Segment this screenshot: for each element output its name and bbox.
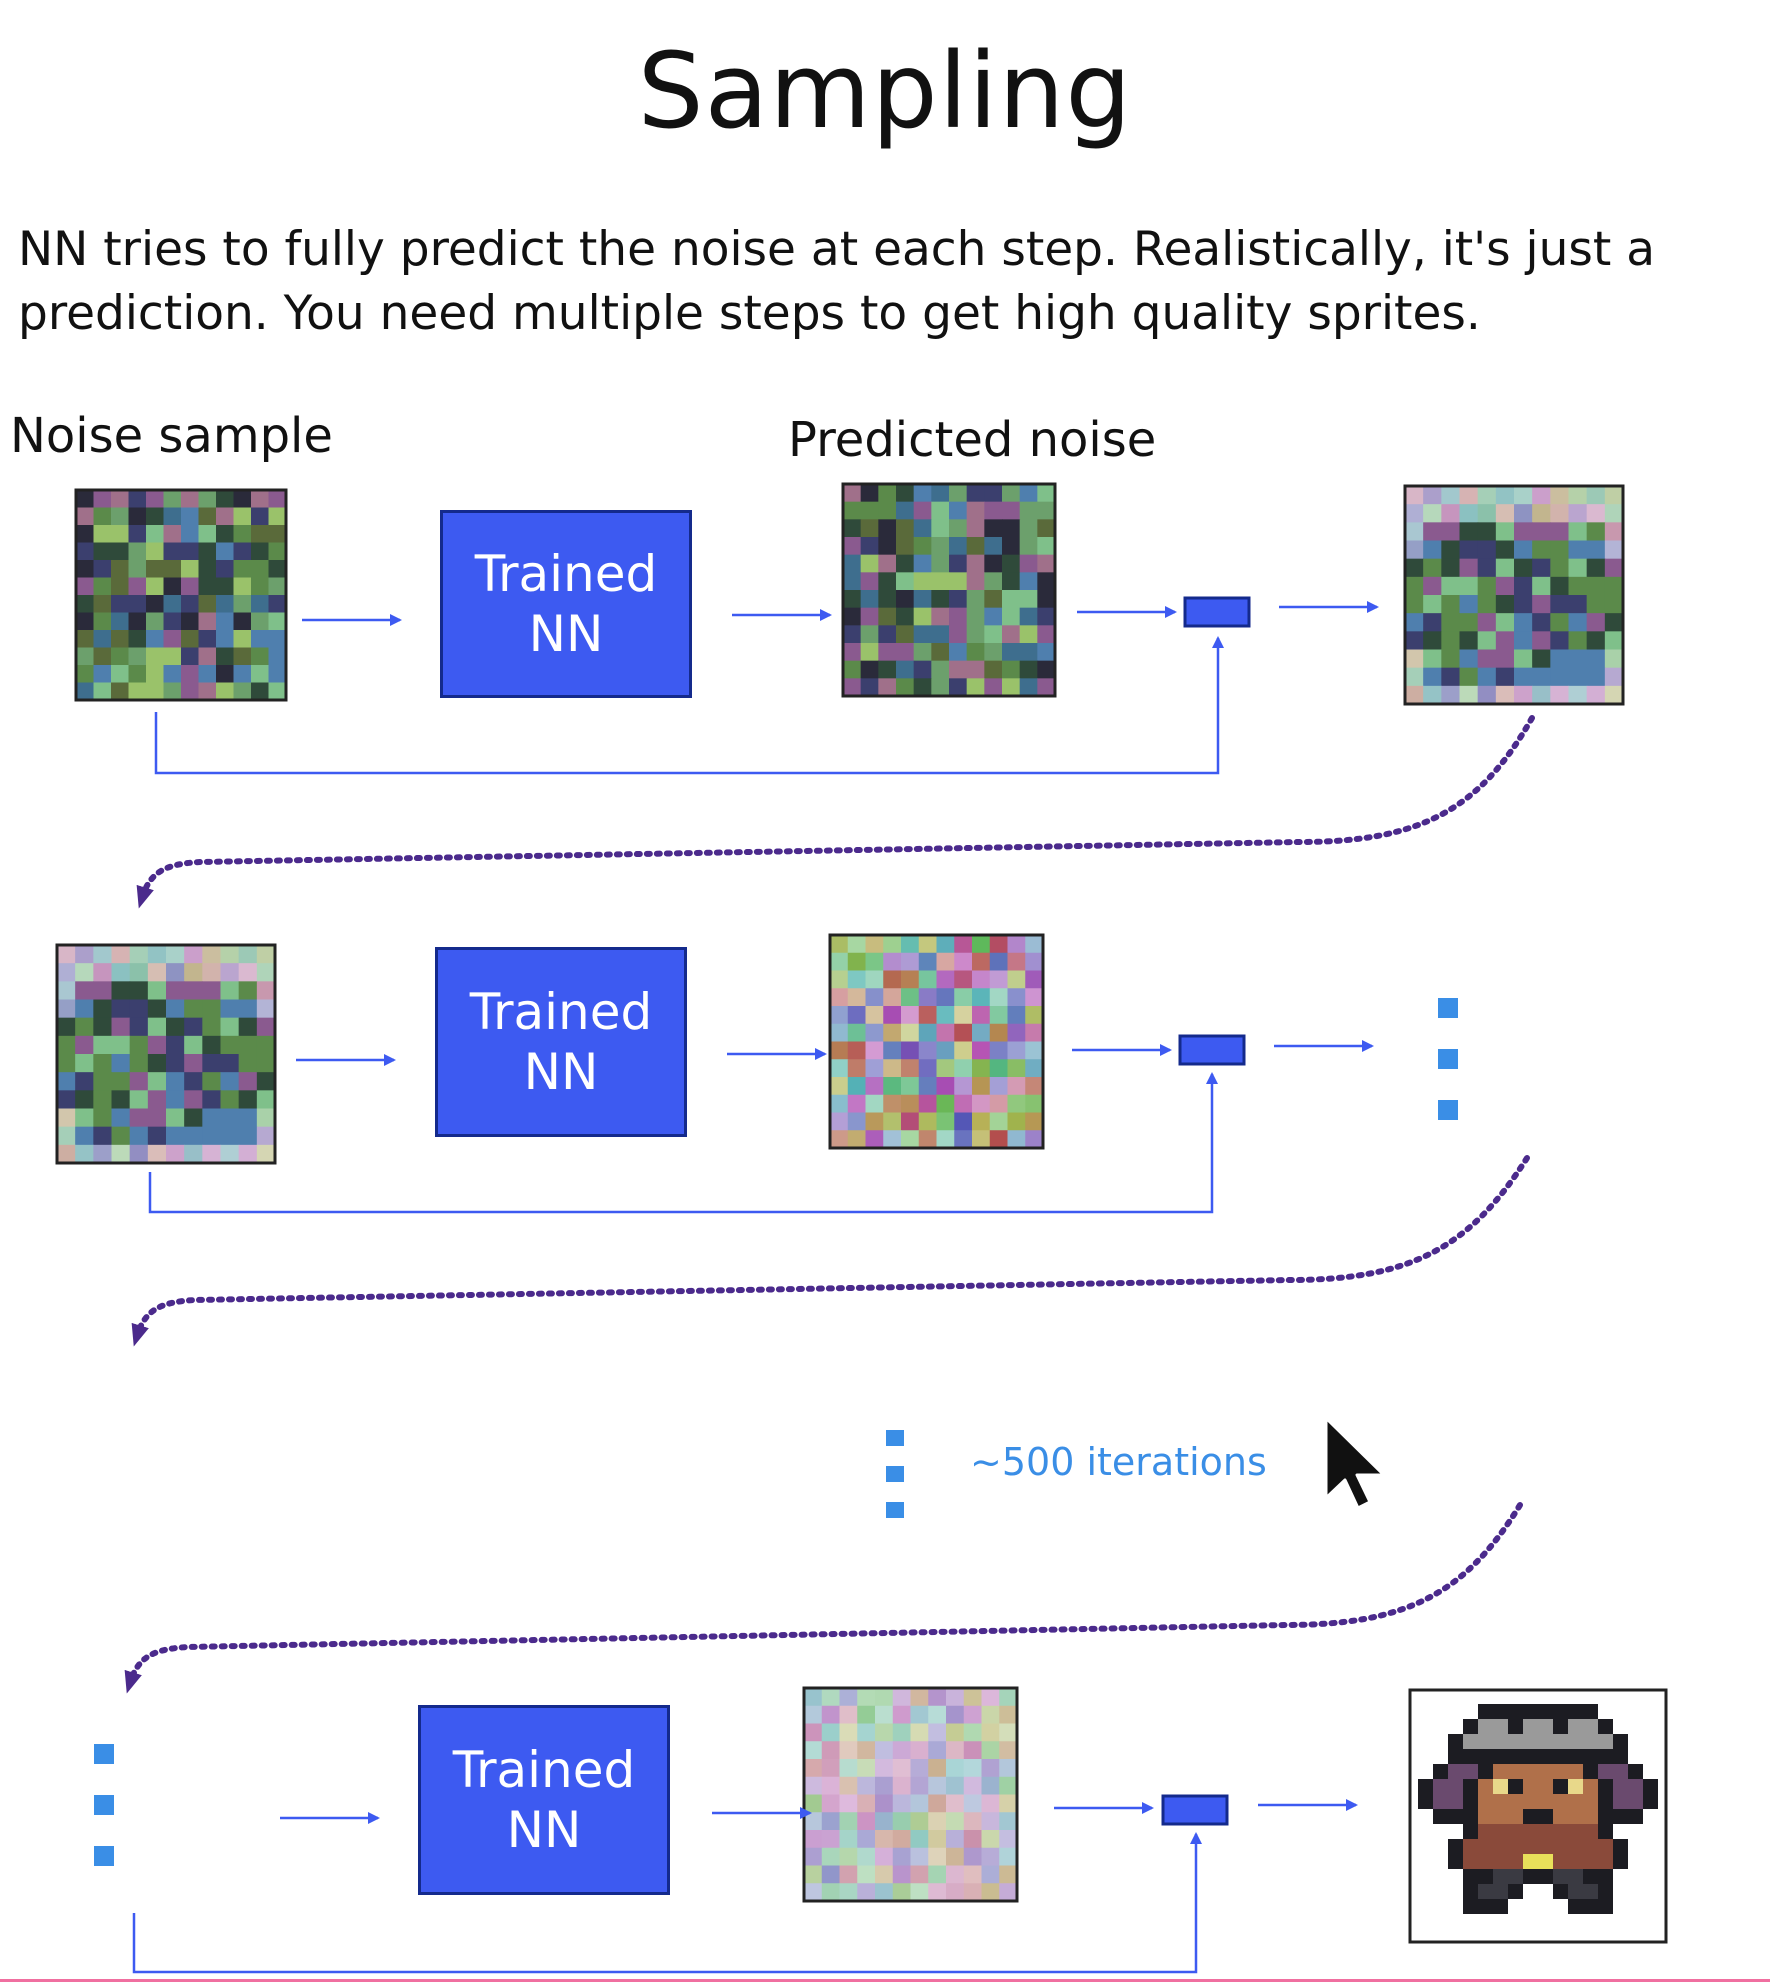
skip-connection-arrow-2 [148,1072,1218,1214]
predicted-noise-label: Predicted noise [788,412,1157,468]
mouse-cursor-icon [1324,1416,1386,1510]
trained-nn-block-3: Trained NN [418,1705,670,1895]
subtract-block-3 [1161,1794,1229,1826]
nn-label-line-2: NN [506,1801,582,1859]
dotted-curve-arrow-icon [136,715,1535,909]
noise-sample-label: Noise sample [10,408,333,464]
subtract-block-1 [1183,596,1251,628]
ellipsis-vertical-icon [886,1430,904,1518]
bottom-rule [0,1979,1770,1982]
nn-label-line-2: NN [523,1043,599,1101]
final-sprite-image [1408,1688,1668,1944]
trained-nn-block-2: Trained NN [435,947,687,1137]
description-line-2: prediction. You need multiple steps to g… [18,286,1481,341]
predicted-noise-image [841,482,1057,698]
slide-title: Sampling [637,30,1133,152]
nn-label-line-2: NN [528,605,604,663]
iterations-label: ~500 iterations [970,1440,1267,1484]
nn-label-line-1: Trained [469,983,653,1041]
ellipsis-vertical-icon [1438,998,1458,1120]
subtract-block-2 [1178,1034,1246,1066]
description: NN tries to fully predict the noise at e… [18,218,1770,346]
denoised-image-input-2 [55,943,277,1165]
ellipsis-vertical-icon [94,1744,114,1866]
description-line-1: NN tries to fully predict the noise at e… [18,222,1656,277]
nn-label-line-1: Trained [452,1741,636,1799]
denoised-image-step-1 [1403,484,1625,706]
skip-connection-arrow-3 [132,1832,1202,1974]
trained-nn-block-1: Trained NN [440,510,692,698]
nn-label-line-1: Trained [474,545,658,603]
predicted-noise-image-2 [828,933,1045,1150]
noise-sample-image [74,488,288,702]
dotted-curve-arrow-icon [124,1502,1523,1694]
dotted-curve-arrow-icon [131,1155,1530,1347]
skip-connection-arrow-1 [154,636,1224,775]
predicted-noise-image-3 [802,1686,1019,1903]
